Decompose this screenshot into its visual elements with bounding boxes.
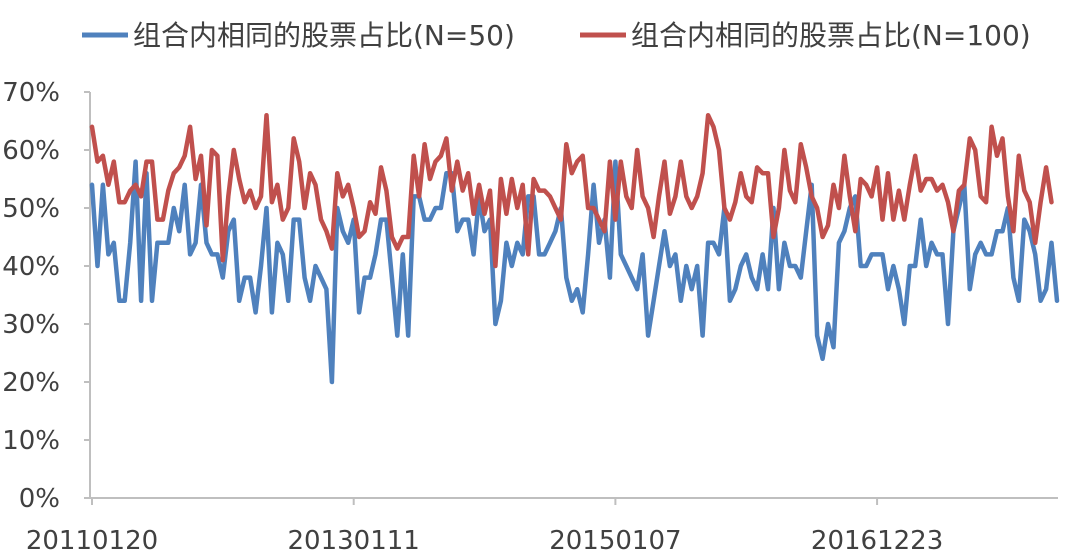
- legend-item-n50: 组合内相同的股票占比(N=50): [82, 19, 515, 52]
- legend-item-n100: 组合内相同的股票占比(N=100): [580, 19, 1031, 52]
- x-tick-label: 20130111: [288, 526, 420, 556]
- y-tick-label: 20%: [2, 368, 60, 398]
- y-tick-label: 50%: [2, 194, 60, 224]
- y-tick-label: 10%: [2, 426, 60, 456]
- y-axis: 0% 10% 20% 30% 40% 50% 60% 70%: [2, 78, 91, 514]
- series-layer: [89, 112, 1060, 385]
- legend-label-n50: 组合内相同的股票占比(N=50): [133, 19, 515, 52]
- legend-label-n100: 组合内相同的股票占比(N=100): [631, 19, 1031, 52]
- x-tick-label: 20150107: [549, 526, 681, 556]
- y-tick-label: 0%: [19, 484, 60, 514]
- x-tick-label: 20110120: [26, 526, 158, 556]
- y-tick-label: 60%: [2, 136, 60, 166]
- y-tick-label: 30%: [2, 310, 60, 340]
- series-line-n100: [89, 112, 1054, 269]
- x-axis: 20110120 20130111 20150107 20161223: [26, 497, 1058, 556]
- legend: 组合内相同的股票占比(N=50) 组合内相同的股票占比(N=100): [82, 19, 1031, 52]
- series-line-n50: [89, 159, 1060, 385]
- y-tick-label: 70%: [2, 78, 60, 108]
- y-tick-label: 40%: [2, 252, 60, 282]
- x-tick-label: 20161223: [811, 526, 943, 556]
